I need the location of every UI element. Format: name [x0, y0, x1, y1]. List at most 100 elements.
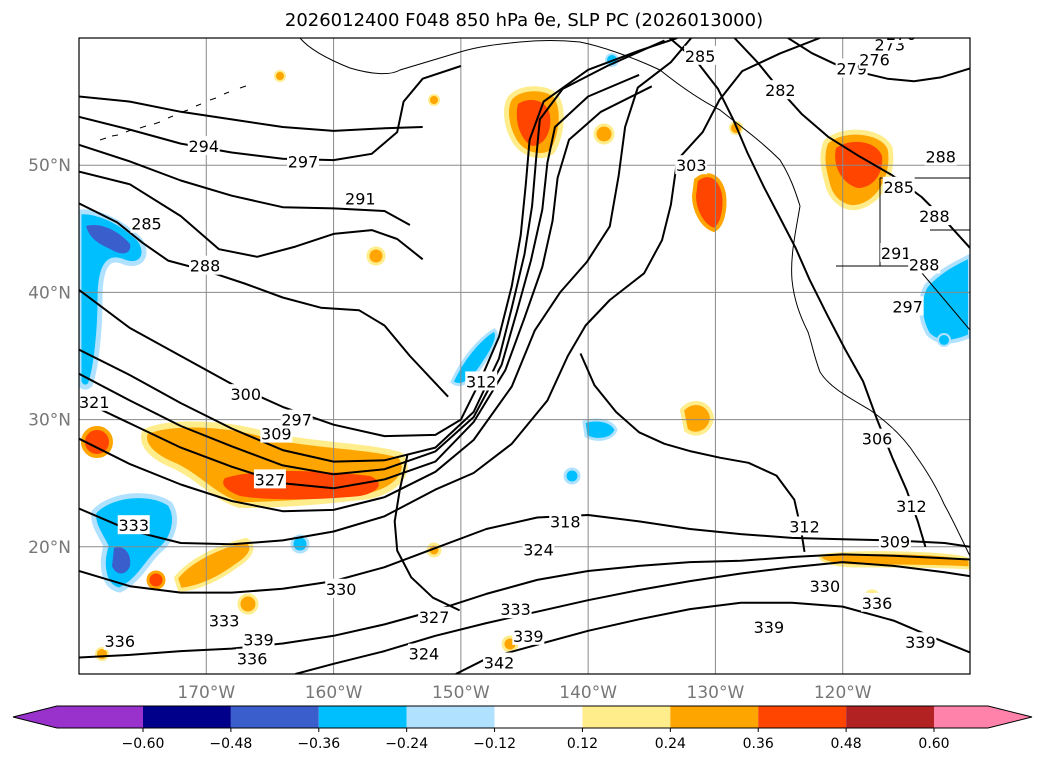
contour-label-background: [675, 155, 708, 175]
contour-label-background: [684, 45, 717, 65]
contour-label: 306: [862, 430, 893, 449]
anomaly-blob-east-orange: [679, 401, 715, 436]
colorbar-swatch: [758, 706, 847, 728]
theta-e-contour: [79, 85, 653, 490]
contour-label: 336: [104, 632, 135, 651]
coastline-north-america: [791, 205, 970, 557]
theta-e-contour: [393, 454, 461, 612]
theta-e-contour: [79, 514, 970, 594]
anomaly-spot: [146, 570, 166, 590]
colorbar-tick-label: 0.48: [831, 736, 862, 752]
contour-label: 288: [919, 207, 950, 226]
colorbar-swatch: [406, 706, 495, 728]
theta-e-contour: [79, 553, 970, 659]
contour-label-background: [499, 599, 532, 619]
longitude-tick-label: 140°W: [559, 683, 617, 703]
contour-label: 285: [131, 215, 162, 234]
contour-label: 276: [859, 51, 890, 70]
colorbar-tick-label: 0.36: [743, 736, 774, 752]
anomaly-blob-west-edge-blue: [79, 209, 147, 390]
contour-label-background: [344, 188, 377, 208]
longitude-tick-label: 160°W: [305, 683, 363, 703]
contour-label: 321: [79, 393, 110, 412]
theta-e-contour: [79, 38, 692, 513]
contour-label-background: [808, 576, 841, 596]
anomaly-blob-west-edge-purple: [86, 224, 131, 254]
contour-label-background: [253, 469, 286, 489]
contour-label: 339: [243, 631, 274, 650]
theta-e-contour: [455, 601, 970, 674]
latitude-tick-label: 20°N: [28, 538, 71, 558]
colorbar-tick-label: −0.60: [122, 736, 165, 752]
contour-label-background: [918, 206, 951, 226]
contour-label-background: [880, 242, 913, 262]
contour-label: 336: [237, 650, 268, 669]
contour-label-background: [924, 146, 957, 166]
colorbar-tick-label: 0.24: [655, 736, 686, 752]
contour-label: 330: [326, 580, 357, 599]
contour-label: 312: [896, 497, 927, 516]
contour-label-background: [858, 49, 891, 69]
anomaly-spot: [593, 123, 615, 145]
contour-label: 288: [909, 255, 940, 274]
contour-label: 333: [500, 600, 531, 619]
contour-label: 339: [754, 618, 785, 637]
contour-label: 333: [118, 516, 149, 535]
colorbar-swatch: [318, 706, 407, 728]
contour-label-background: [465, 371, 498, 391]
contour-label-background: [522, 539, 555, 559]
colorbar-tick-label: −0.12: [473, 736, 516, 752]
contour-label-background: [79, 391, 111, 411]
contour-label: 339: [513, 627, 544, 646]
contour-label: 339: [905, 633, 936, 652]
theta-e-contour: [79, 170, 424, 261]
contour-label-background: [878, 531, 911, 551]
coastline-aleutian-islands: [99, 85, 247, 141]
theta-e-contour: [79, 95, 423, 132]
colorbar-extend-low: [13, 706, 57, 728]
theta-e-contour: [668, 38, 927, 548]
longitude-tick-label: 170°W: [177, 683, 235, 703]
contour-label-background: [908, 254, 941, 274]
contour-label-background: [788, 516, 821, 536]
contour-label-background: [236, 648, 269, 668]
theta-e-contour: [579, 353, 806, 553]
anomaly-blob-central-blue: [582, 418, 618, 441]
latitude-tick-label: 40°N: [28, 283, 71, 303]
contour-label: 342: [484, 654, 515, 673]
contour-label: 303: [676, 156, 707, 175]
contour-label-background: [904, 632, 937, 652]
contour-label-background: [885, 38, 918, 44]
colorbar-tick-label: −0.36: [297, 736, 340, 752]
contour-label-background: [861, 428, 894, 448]
colorbar-outline: [12, 705, 1033, 729]
contour-label-background: [407, 643, 440, 663]
theta-e-contour: [787, 38, 970, 83]
contour-label: 324: [523, 540, 554, 559]
longitude-tick-label: 130°W: [687, 683, 745, 703]
contour-label-background: [549, 511, 582, 531]
anomaly-spot: [366, 246, 386, 266]
contour-label-background: [187, 136, 220, 156]
contour-label: 300: [230, 385, 261, 404]
colorbar-swatch: [143, 706, 231, 728]
contour-label: 324: [409, 645, 440, 664]
anomaly-blob-gulf-of-alaska-core: [516, 100, 551, 146]
contour-label-background: [325, 578, 358, 598]
contour-label-background: [189, 255, 222, 275]
contour-label: 333: [209, 612, 240, 631]
contour-labels: 2942972912852883003092973273213333303333…: [79, 38, 957, 673]
contour-label: 288: [190, 257, 221, 276]
colorbar-tick-label: −0.24: [385, 736, 428, 752]
plot-frame: [78, 37, 971, 675]
contour-label-background: [103, 630, 136, 650]
contour-label: 291: [881, 244, 912, 263]
theta-e-contour: [79, 38, 821, 546]
contour-label-background: [287, 151, 320, 171]
anomaly-spot: [428, 94, 440, 106]
contour-label: 285: [883, 178, 914, 197]
contour-label-background: [117, 515, 150, 535]
anomaly-spot: [274, 70, 286, 82]
contour-label-background: [882, 176, 915, 196]
contour-label: 312: [466, 372, 497, 391]
